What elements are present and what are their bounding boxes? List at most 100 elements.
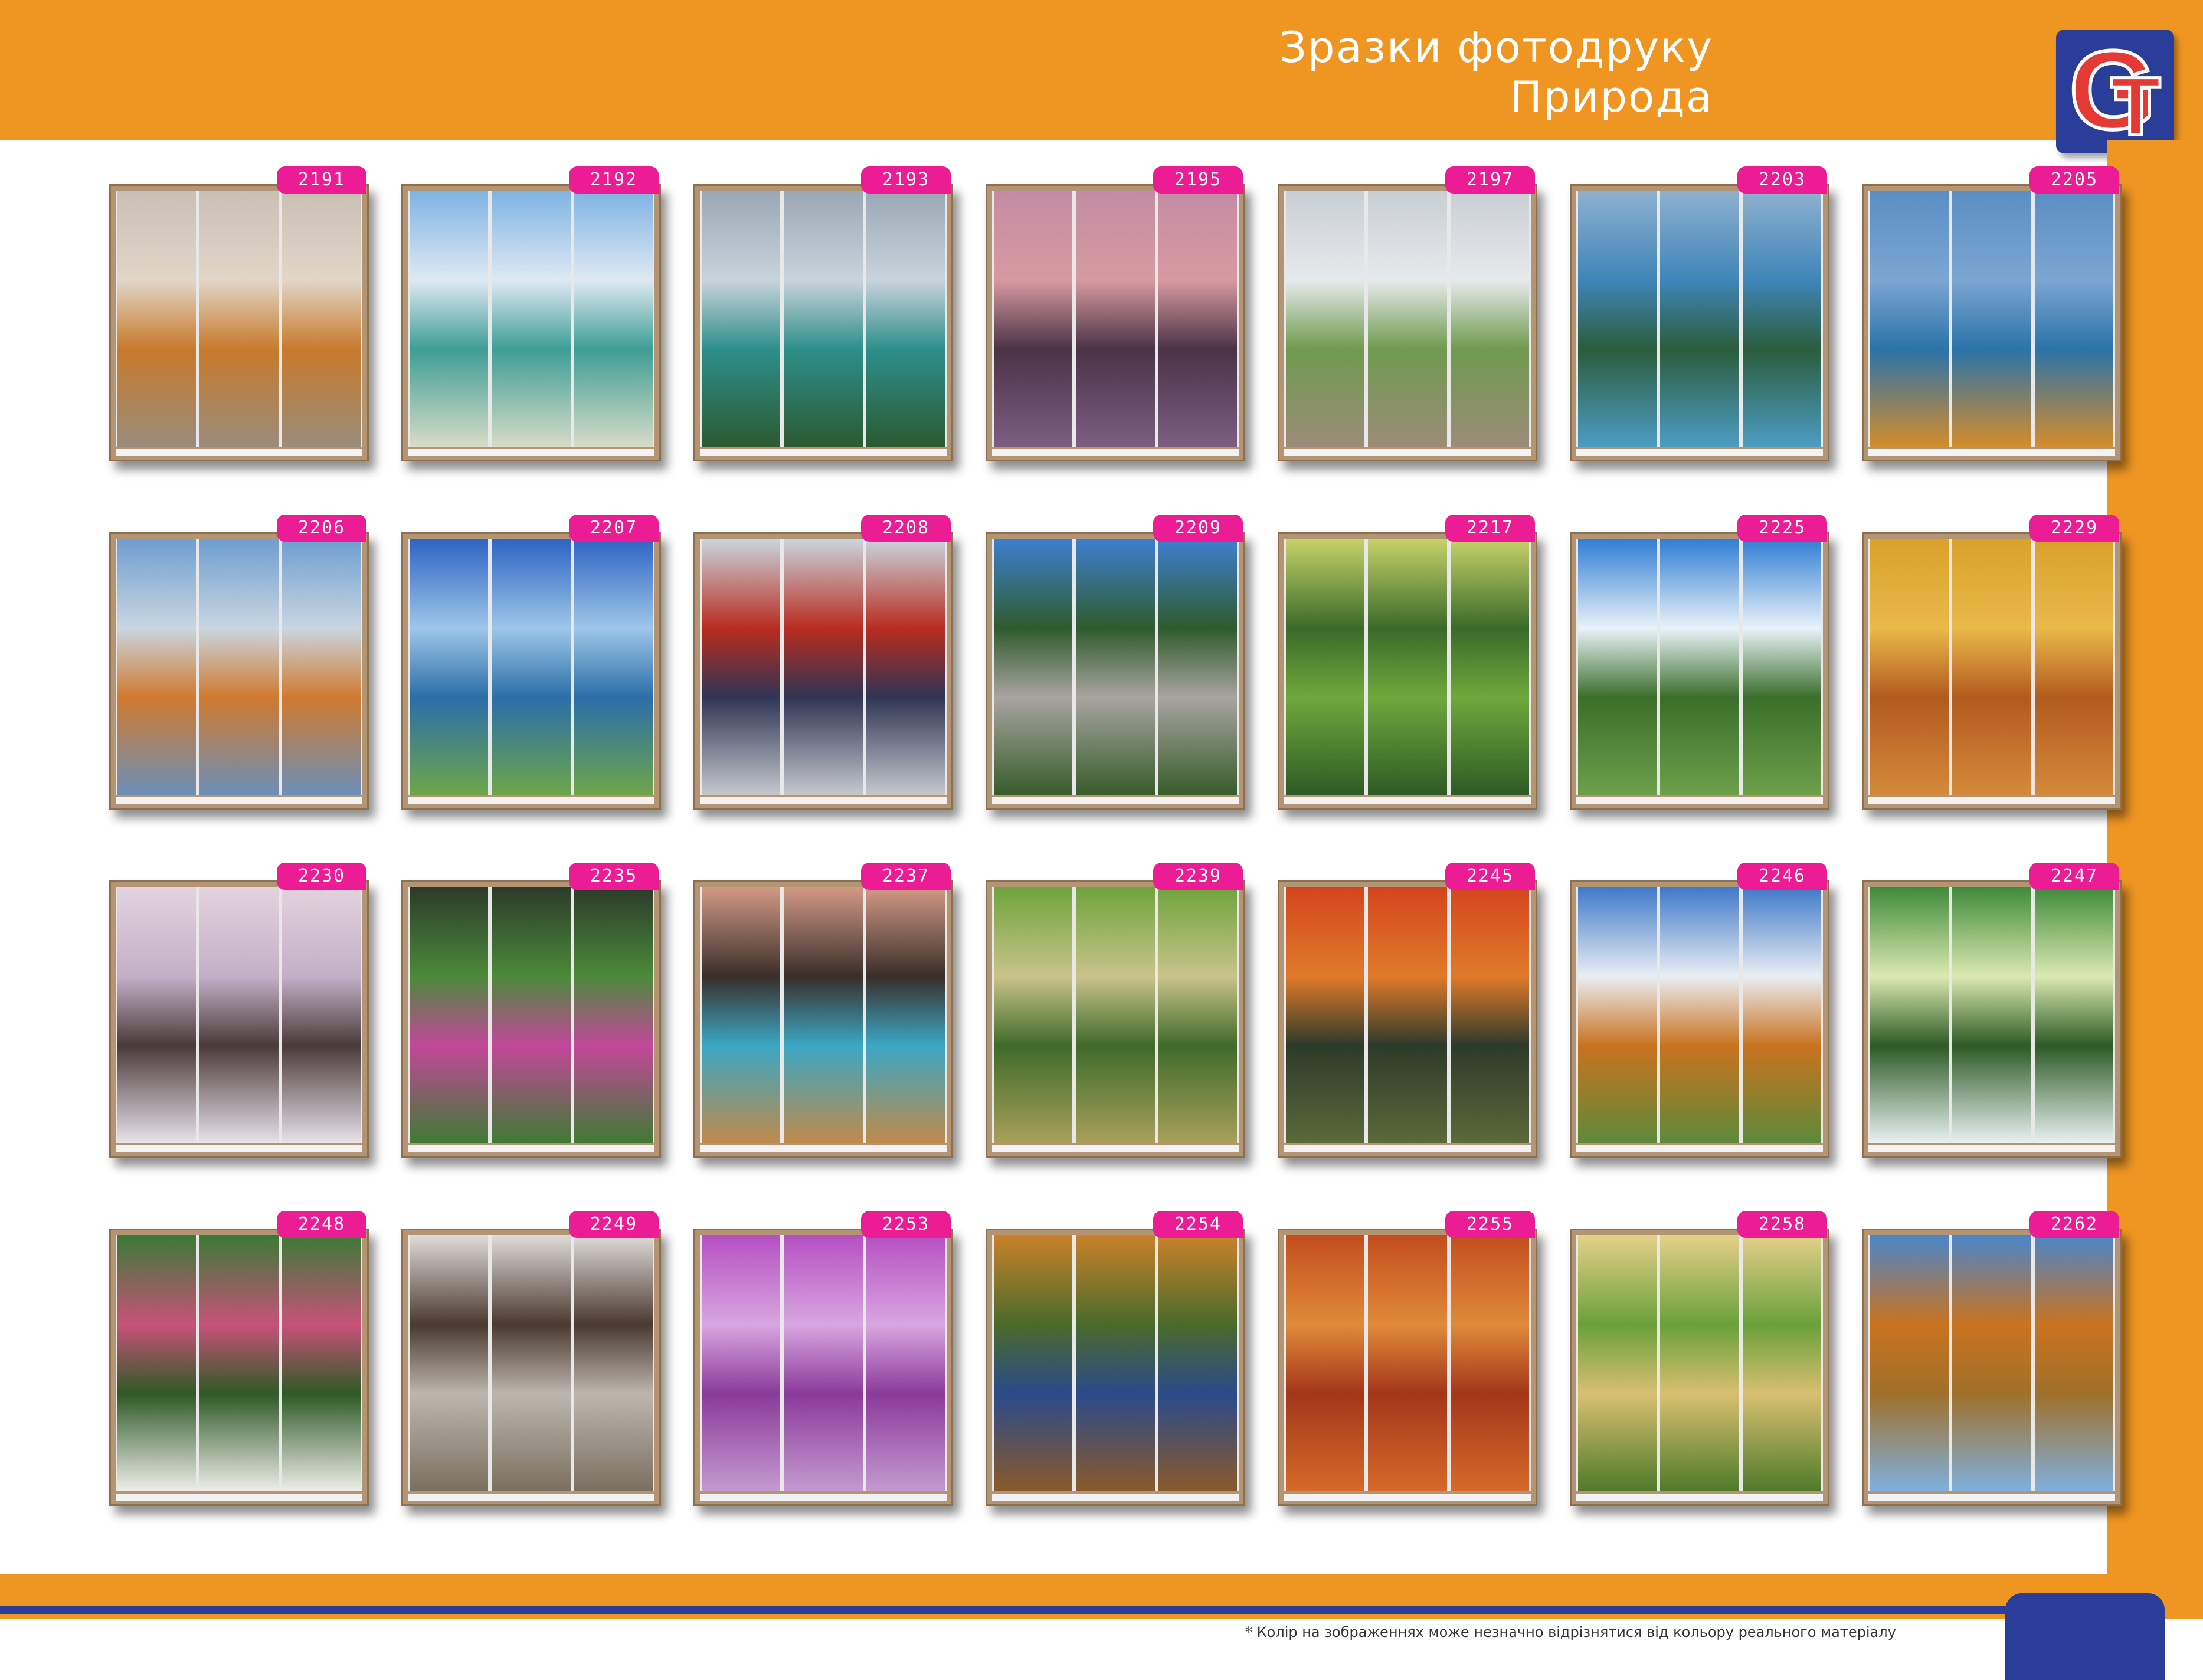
wardrobe-frame — [1570, 184, 1829, 461]
sample-card[interactable]: 2255 — [1278, 1211, 1537, 1506]
sample-code-badge: 2225 — [1737, 515, 1827, 542]
door-panel — [1950, 1235, 2033, 1491]
sample-photo — [1284, 887, 1531, 1143]
door-panel — [992, 539, 1075, 795]
sample-card[interactable]: 2249 — [401, 1211, 661, 1506]
sample-card[interactable]: 2217 — [1278, 515, 1537, 810]
door-panel — [1868, 1235, 1951, 1491]
door-panel — [1658, 1235, 1741, 1491]
wardrobe-frame — [109, 184, 369, 461]
sample-photo — [116, 191, 362, 447]
wardrobe-frame — [109, 1229, 369, 1506]
door-panel — [700, 191, 783, 447]
sample-code-badge: 2246 — [1737, 863, 1827, 890]
sample-card[interactable]: 2230 — [109, 863, 369, 1158]
bottom-rail — [700, 1494, 947, 1501]
door-panel — [782, 191, 865, 447]
sample-code-badge: 2249 — [569, 1211, 659, 1238]
bottom-rail — [1868, 797, 2115, 804]
door-panel — [572, 887, 654, 1143]
sample-card[interactable]: 2262 — [1862, 1211, 2122, 1506]
sample-card[interactable]: 2239 — [986, 863, 1245, 1158]
wardrobe-frame — [693, 1229, 953, 1506]
sample-card[interactable]: 2192 — [401, 166, 661, 461]
sample-code-badge: 2193 — [861, 166, 951, 194]
sample-card[interactable]: 2229 — [1862, 515, 2122, 810]
sample-card[interactable]: 2248 — [109, 1211, 369, 1506]
wardrobe-frame — [986, 880, 1245, 1158]
sample-photo — [1868, 539, 2115, 795]
wardrobe-frame — [1570, 532, 1829, 810]
wardrobe-frame — [693, 880, 953, 1158]
door-panel — [572, 191, 654, 447]
door-panel — [1950, 539, 2033, 795]
door-panel — [992, 1235, 1075, 1491]
bottom-rail — [1576, 1145, 1823, 1152]
sample-photo — [408, 539, 654, 795]
door-panel — [864, 887, 947, 1143]
sample-card[interactable]: 2225 — [1570, 515, 1829, 810]
door-panel — [1074, 887, 1157, 1143]
door-panel — [198, 887, 280, 1143]
sample-photo — [1868, 887, 2115, 1143]
bottom-rail — [992, 1145, 1239, 1152]
sample-photo — [1576, 887, 1823, 1143]
sample-code-badge: 2255 — [1445, 1211, 1535, 1238]
sample-card[interactable]: 2237 — [693, 863, 953, 1158]
sample-photo — [1868, 191, 2115, 447]
bottom-rail — [1284, 797, 1531, 804]
door-panel — [1868, 539, 1951, 795]
bottom-rail — [116, 449, 362, 456]
door-panel — [490, 1235, 572, 1491]
door-panel — [1156, 1235, 1239, 1491]
sample-card[interactable]: 2254 — [986, 1211, 1245, 1506]
sample-card[interactable]: 2205 — [1862, 166, 2122, 461]
door-panel — [116, 191, 198, 447]
door-panel — [280, 539, 362, 795]
sample-card[interactable]: 2245 — [1278, 863, 1537, 1158]
sample-card[interactable]: 2209 — [986, 515, 1245, 810]
sample-card[interactable]: 2195 — [986, 166, 1245, 461]
sample-card[interactable]: 2253 — [693, 1211, 953, 1506]
door-panel — [1074, 1235, 1157, 1491]
sample-card[interactable]: 2235 — [401, 863, 661, 1158]
wardrobe-frame — [1278, 880, 1537, 1158]
sample-code-badge: 2253 — [861, 1211, 951, 1238]
sample-photo — [992, 1235, 1239, 1491]
sample-card[interactable]: 2258 — [1570, 1211, 1829, 1506]
sample-photo — [992, 539, 1239, 795]
wardrobe-frame — [1862, 880, 2122, 1158]
bottom-rail — [408, 1494, 654, 1501]
sample-card[interactable]: 2203 — [1570, 166, 1829, 461]
sample-card[interactable]: 2208 — [693, 515, 953, 810]
door-panel — [1156, 539, 1239, 795]
sample-card[interactable]: 2206 — [109, 515, 369, 810]
sample-card[interactable]: 2246 — [1570, 863, 1829, 1158]
footnote: * Колір на зображеннях може незначно від… — [1245, 1624, 1896, 1640]
door-panel — [198, 539, 280, 795]
bottom-rail — [700, 1145, 947, 1152]
sample-card[interactable]: 2247 — [1862, 863, 2122, 1158]
sample-code-badge: 2248 — [277, 1211, 366, 1238]
sample-code-badge: 2258 — [1737, 1211, 1827, 1238]
door-panel — [572, 539, 654, 795]
sample-photo — [116, 1235, 362, 1491]
sample-card[interactable]: 2197 — [1278, 166, 1537, 461]
bottom-rail — [992, 1494, 1239, 1501]
header-band — [0, 0, 2203, 140]
sample-card[interactable]: 2191 — [109, 166, 369, 461]
door-panel — [1576, 191, 1659, 447]
sample-card[interactable]: 2207 — [401, 515, 661, 810]
footer-line — [0, 1606, 2006, 1614]
door-panel — [1740, 191, 1823, 447]
door-panel — [116, 539, 198, 795]
door-panel — [700, 887, 783, 1143]
sample-card[interactable]: 2193 — [693, 166, 953, 461]
wardrobe-frame — [1570, 1229, 1829, 1506]
wardrobe-frame — [401, 880, 661, 1158]
wardrobe-frame — [109, 880, 369, 1158]
bottom-rail — [1576, 797, 1823, 804]
door-panel — [1868, 191, 1951, 447]
door-panel — [1448, 1235, 1531, 1491]
door-panel — [1950, 191, 2033, 447]
